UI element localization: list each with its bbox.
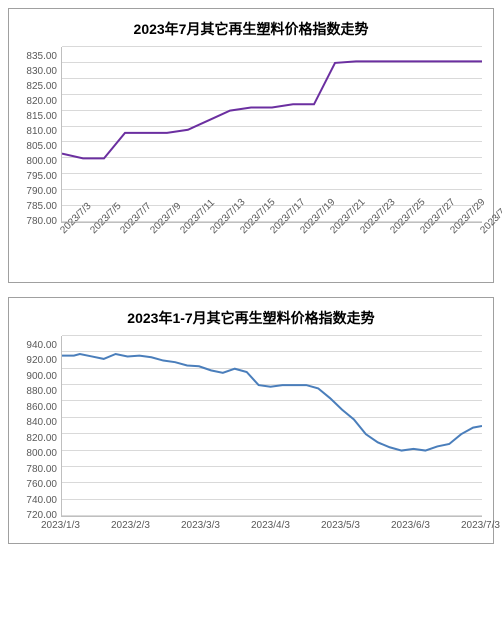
chart-1-plot-wrap: 780.00785.00790.00795.00800.00805.00810.… — [17, 47, 485, 223]
chart-2-title: 2023年1-7月其它再生塑料价格指数走势 — [17, 308, 485, 328]
y-tick-label: 790.00 — [17, 187, 57, 197]
y-tick-label: 800.00 — [17, 449, 57, 459]
x-tick-label: 2023/7/15 — [239, 229, 246, 236]
series-line — [62, 354, 482, 451]
y-tick-label: 900.00 — [17, 372, 57, 382]
y-tick-label: 835.00 — [17, 52, 57, 62]
y-tick-label: 800.00 — [17, 157, 57, 167]
y-tick-label: 740.00 — [17, 496, 57, 506]
chart-2-line — [62, 336, 482, 516]
y-tick-label: 880.00 — [17, 387, 57, 397]
y-tick-label: 920.00 — [17, 356, 57, 366]
x-tick-label: 2023/7/31 — [479, 229, 486, 236]
y-tick-label: 840.00 — [17, 418, 57, 428]
y-tick-label: 760.00 — [17, 480, 57, 490]
x-tick-label: 2023/7/17 — [269, 229, 276, 236]
x-tick-label: 2023/7/19 — [299, 229, 306, 236]
chart-2-plot-area — [61, 336, 482, 517]
chart-2: 2023年1-7月其它再生塑料价格指数走势 720.00740.00760.00… — [8, 297, 494, 544]
y-tick-label: 940.00 — [17, 341, 57, 351]
x-tick-label: 2023/7/27 — [419, 229, 426, 236]
y-tick-label: 805.00 — [17, 142, 57, 152]
y-tick-label: 820.00 — [17, 97, 57, 107]
x-tick-label: 2023/7/23 — [359, 229, 366, 236]
series-line — [62, 61, 482, 158]
chart-1-x-axis: 2023/7/3 2023/7/5 2023/7/7 2023/7/9 2023/7/1… — [61, 223, 481, 278]
chart-1: 2023年7月其它再生塑料价格指数走势 780.00 785.00 790.00 79… — [8, 8, 494, 283]
x-tick-label: 2023/7/3 — [461, 521, 500, 531]
y-tick-label: 830.00 — [17, 67, 57, 77]
x-tick-label: 2023/7/3 — [59, 229, 66, 236]
y-tick-label: 820.00 — [17, 434, 57, 444]
x-tick-label: 2023/7/9 — [149, 229, 156, 236]
y-tick-label: 780.00 — [17, 217, 57, 227]
x-tick-label: 2023/7/7 — [119, 229, 126, 236]
x-tick-label: 2023/5/3 — [321, 521, 360, 531]
x-tick-label: 2023/7/25 — [389, 229, 396, 236]
y-tick-label: 810.00 — [17, 127, 57, 137]
x-tick-label: 2023/7/29 — [449, 229, 456, 236]
x-tick-label: 2023/1/3 — [41, 521, 80, 531]
x-tick-label: 2023/6/3 — [391, 521, 430, 531]
chart-1-y-axis: 780.00785.00790.00795.00800.00805.00810.… — [17, 47, 57, 222]
x-tick-label: 2023/3/3 — [181, 521, 220, 531]
y-tick-label: 860.00 — [17, 403, 57, 413]
x-tick-label: 2023/7/5 — [89, 229, 96, 236]
chart-2-plot-wrap: 720.00740.00760.00780.00800.00820.00840.… — [17, 336, 485, 517]
y-tick-label: 825.00 — [17, 82, 57, 92]
x-tick-label: 2023/7/11 — [179, 229, 186, 236]
y-tick-label: 815.00 — [17, 112, 57, 122]
y-tick-label: 795.00 — [17, 172, 57, 182]
x-tick-label: 2023/7/21 — [329, 229, 336, 236]
y-tick-label: 780.00 — [17, 465, 57, 475]
x-tick-label: 2023/7/13 — [209, 229, 216, 236]
x-tick-label: 2023/4/3 — [251, 521, 290, 531]
y-tick-label: 785.00 — [17, 202, 57, 212]
chart-1-title: 2023年7月其它再生塑料价格指数走势 — [17, 19, 485, 39]
chart-2-x-axis: 2023/1/32023/2/32023/3/32023/4/32023/5/3… — [61, 517, 481, 539]
x-tick-label: 2023/2/3 — [111, 521, 150, 531]
chart-2-y-axis: 720.00740.00760.00780.00800.00820.00840.… — [17, 336, 57, 516]
